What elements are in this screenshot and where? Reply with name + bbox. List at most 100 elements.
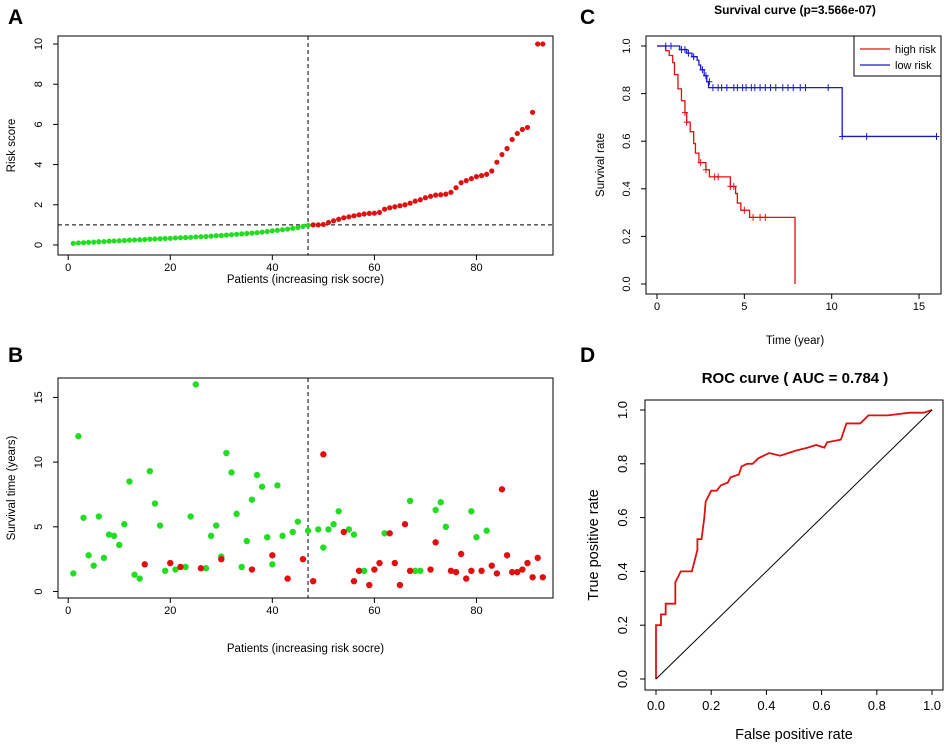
risk-score-point (152, 236, 158, 242)
dead-patient-point (468, 567, 475, 575)
low risk-censor-mark (681, 46, 688, 54)
alive-patient-point (75, 433, 82, 440)
risk-score-point (519, 126, 525, 133)
risk-score-point (121, 237, 127, 244)
dead-patient-point (269, 552, 276, 559)
panel-c-xlabel: Time (year) (766, 335, 825, 347)
legend-box (853, 35, 942, 77)
alive-patient-point (483, 527, 490, 534)
roc-diagonal-line (655, 409, 933, 680)
low risk-censor-mark (785, 84, 792, 92)
alive-patient-point (335, 508, 342, 515)
risk-score-point (142, 236, 148, 243)
dead-patient-point (452, 568, 460, 576)
x-tick-label: 60 (368, 605, 380, 617)
alive-patient-point (202, 565, 210, 572)
alive-patient-point (192, 381, 199, 388)
alive-patient-point (360, 567, 368, 575)
risk-score-point (458, 180, 464, 186)
risk-score-point (407, 200, 413, 206)
risk-score-point (295, 224, 301, 231)
low risk-censor-mark (718, 84, 725, 92)
alive-patient-point (146, 467, 154, 475)
alive-patient-point (432, 506, 439, 514)
dead-patient-point (177, 563, 184, 571)
risk-score-point (234, 231, 240, 237)
risk-score-point (320, 221, 326, 228)
alive-patient-point (70, 570, 77, 577)
alive-patient-point (437, 499, 444, 506)
alive-patient-point (345, 526, 353, 533)
high risk-censor-mark (702, 166, 709, 174)
x-tick-label: 0.2 (702, 698, 720, 713)
risk-score-point (228, 232, 235, 238)
low risk-censor-mark (757, 84, 764, 92)
y-tick-label: 0.0 (615, 670, 630, 688)
alive-patient-point (90, 562, 97, 569)
x-tick-label: 0.4 (757, 698, 775, 713)
x-tick-label: 0.0 (647, 698, 665, 713)
alive-patient-point (151, 500, 159, 507)
low risk-censor-mark (743, 84, 750, 92)
risk-score-point (473, 174, 480, 180)
risk-score-point (254, 230, 260, 236)
alive-patient-point (274, 482, 281, 489)
risk-score-point (514, 130, 520, 137)
dead-patient-point (309, 577, 317, 585)
panel-a-ylabel: Risk score (6, 119, 18, 173)
alive-patient-point (304, 527, 312, 534)
alive-patient-point (330, 521, 337, 528)
panel-b-xlabel: Patients (increasing risk socre) (227, 643, 384, 655)
risk-score-point (116, 238, 122, 244)
dead-patient-point (248, 566, 256, 573)
high risk-censor-mark (730, 182, 737, 190)
y-tick-label: 1.0 (615, 401, 630, 419)
risk-score-point (188, 234, 194, 240)
low risk-censor-mark (863, 132, 870, 140)
y-tick-label: 0.2 (615, 616, 630, 634)
risk-score-point (330, 218, 337, 224)
dead-patient-point (366, 581, 373, 589)
alive-patient-point (406, 497, 414, 505)
dead-patient-point (320, 451, 327, 458)
low risk-censor-mark (825, 84, 832, 92)
alive-patient-point (80, 514, 87, 521)
alive-patient-point (468, 508, 475, 515)
dead-patient-point (376, 559, 383, 567)
alive-patient-point (207, 532, 215, 540)
alive-patient-point (320, 544, 327, 551)
risk-score-point (463, 178, 469, 184)
alive-patient-point (95, 513, 103, 520)
dead-patient-point (371, 566, 378, 573)
alive-patient-point (182, 563, 189, 571)
alive-patient-point (156, 522, 164, 529)
alive-patient-point (172, 566, 179, 573)
risk-score-point (315, 222, 321, 228)
panel-c-letter: C (580, 6, 595, 29)
panel-d-ticks: 0.0 0.2 0.4 0.6 0.8 1.0 0.0 0.2 0.4 0.6 0.8 1.0 (615, 401, 941, 713)
high risk-censor-mark (741, 206, 748, 214)
low risk-censor-mark (667, 42, 674, 50)
risk-score-point (494, 159, 500, 165)
risk-score-point (96, 239, 102, 245)
dead-patient-point (432, 539, 439, 546)
panel-c-ylabel: Survival rate (595, 133, 607, 197)
alive-patient-point (131, 571, 138, 578)
dead-patient-point (447, 567, 455, 575)
risk-score-point (269, 228, 275, 234)
risk-score-point (162, 235, 168, 242)
y-tick-label: 15 (33, 391, 45, 403)
alive-patient-point (223, 449, 230, 457)
legend-low-risk-label: low risk (895, 60, 932, 72)
dead-patient-point (529, 574, 536, 581)
y-tick-label: 1.0 (621, 38, 633, 53)
risk-score-point (336, 216, 342, 222)
low risk-censor-mark (702, 72, 709, 80)
risk-score-point (361, 211, 367, 217)
risk-score-point (524, 124, 531, 131)
alive-patient-point (279, 532, 286, 540)
risk-score-point (412, 198, 418, 204)
alive-patient-point (212, 522, 220, 529)
risk-score-point (402, 202, 408, 208)
